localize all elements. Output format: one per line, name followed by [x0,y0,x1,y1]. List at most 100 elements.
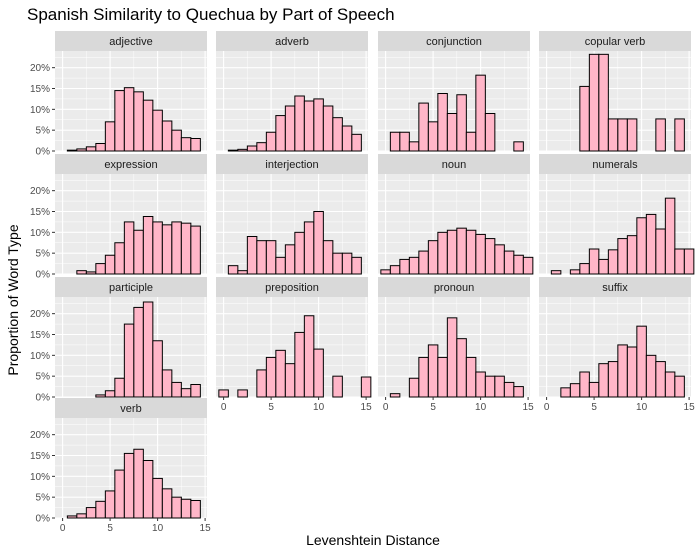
histogram-bar [475,74,486,152]
histogram-bar [456,338,467,398]
histogram-bar [655,118,666,152]
facet-panels: adjective 0% 5% 10% 15% 20% adverb conjunction c… [30,31,695,534]
histogram-bar [598,363,609,398]
y-tick-label: 0% [36,514,51,525]
facet-verb: verb 0% 5% 10% 15% 20% 0 5 10 15 [30,398,211,534]
histogram-bar [674,118,685,152]
histogram-bar [237,270,248,275]
x-tick-label: 10 [636,402,648,413]
histogram-bar [579,85,590,152]
histogram-bar [313,211,324,275]
histogram-bar [104,254,116,275]
facet-strip [539,277,691,297]
histogram-bar [171,129,182,152]
histogram-bar [256,369,267,398]
histogram-bar [294,331,305,398]
histogram-bar [475,371,486,398]
facet-strip-label: copular verb [585,36,646,48]
histogram-bar [550,270,562,275]
histogram-bar [322,240,334,275]
histogram-bar [114,90,125,152]
histogram-bar [607,361,619,398]
histogram-bar [275,115,286,152]
facet-strip-label: noun [442,159,466,171]
y-tick-label: 15% [30,84,50,95]
histogram-bar [341,125,353,152]
x-tick-label: 10 [152,523,164,534]
histogram-bar [152,221,163,275]
y-axis-title: Proportion of Word Type [5,224,21,375]
histogram-bar [465,229,477,275]
facet-numerals: numerals [539,154,695,275]
histogram-bar [522,256,534,275]
histogram-bar [95,143,106,152]
histogram-bar [513,141,524,152]
histogram-bar [674,375,685,398]
histogram-bar [265,356,277,398]
x-tick-label: 0 [60,523,66,534]
histogram-bar [246,236,258,275]
histogram-bar [588,248,600,275]
histogram-bar [427,240,439,275]
histogram-bar [626,346,638,398]
histogram-bar [237,148,248,152]
histogram-bar [161,369,173,398]
x-tick-label: 5 [268,402,274,413]
histogram-bar [123,452,135,519]
histogram-bar [626,118,638,152]
facet-strip-label: adverb [275,36,309,48]
y-tick-label: 5% [36,126,51,137]
histogram-bar [95,394,106,398]
facet-strip-label: preposition [265,282,319,294]
facet-strip [539,154,691,174]
histogram-bar [674,248,685,275]
histogram-bar [114,242,125,275]
y-tick-label: 0% [36,393,51,404]
histogram-bar [152,109,163,152]
histogram-bar [76,270,87,275]
histogram-bar [171,496,182,519]
histogram-bar [503,381,515,398]
histogram-bar [465,356,477,398]
histogram-bar [607,249,619,275]
histogram-bar [114,377,125,398]
x-tick-label: 15 [200,523,212,534]
facet-adverb: adverb [216,31,368,152]
histogram-bar [494,244,505,275]
histogram-bar [332,375,343,398]
histogram-bar [598,53,609,152]
histogram-bar [142,216,154,275]
histogram-bar [294,95,305,152]
histogram-bar [475,233,486,275]
y-tick-label: 10% [30,105,50,116]
histogram-bar [351,256,362,275]
histogram-bar [133,91,144,152]
x-tick-label: 10 [313,402,325,413]
histogram-bar [446,113,458,152]
x-tick-label: 0 [383,402,389,413]
histogram-bar [484,375,496,398]
histogram-bar [180,498,192,519]
histogram-bar [418,250,429,275]
histogram-bar [303,221,315,275]
histogram-bar [399,258,410,275]
histogram-bar [256,240,267,275]
histogram-bar [332,117,343,152]
histogram-bar [598,258,609,275]
y-tick-label: 15% [30,330,50,341]
facet-strip-label: pronoun [434,282,474,294]
histogram-bar [645,354,657,398]
histogram-bar [227,265,239,275]
histogram-bar [427,344,439,398]
histogram-bar [190,500,201,519]
histogram-bar [579,371,590,398]
facet-strip-label: verb [120,403,141,415]
facet-strip-label: participle [109,282,153,294]
facet-strip [378,154,530,174]
histogram-bar [408,377,420,398]
histogram-bar [85,507,97,519]
y-tick-label: 5% [36,372,51,383]
facet-strip [216,277,368,297]
histogram-bar [494,375,505,398]
